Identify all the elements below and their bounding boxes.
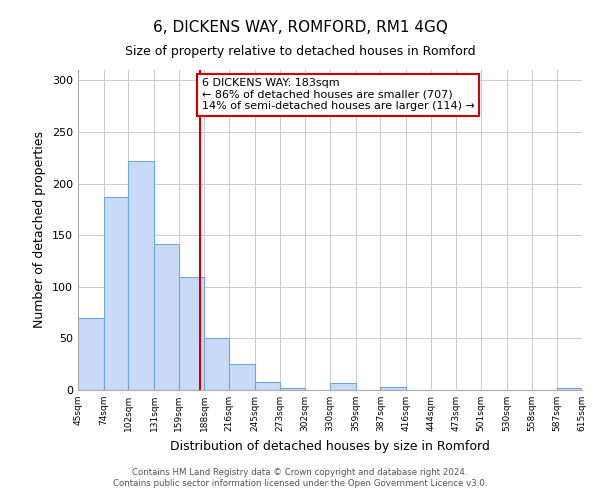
Text: 6, DICKENS WAY, ROMFORD, RM1 4GQ: 6, DICKENS WAY, ROMFORD, RM1 4GQ (152, 20, 448, 35)
Bar (78, 318, 104, 390)
Text: Contains HM Land Registry data © Crown copyright and database right 2024.
Contai: Contains HM Land Registry data © Crown c… (113, 468, 487, 487)
X-axis label: Distribution of detached houses by size in Romford: Distribution of detached houses by size … (170, 440, 490, 452)
Y-axis label: Number of detached properties: Number of detached properties (34, 132, 46, 328)
Bar (128, 161, 154, 390)
Text: 6 DICKENS WAY: 183sqm
← 86% of detached houses are smaller (707)
14% of semi-det: 6 DICKENS WAY: 183sqm ← 86% of detached … (202, 78, 475, 111)
Bar (557, 388, 582, 390)
Bar (154, 244, 179, 390)
Bar (205, 338, 229, 390)
Bar (380, 387, 406, 390)
Bar (104, 197, 128, 390)
Bar (330, 383, 356, 390)
Bar (255, 382, 280, 390)
Bar (179, 278, 205, 390)
Text: Size of property relative to detached houses in Romford: Size of property relative to detached ho… (125, 45, 475, 58)
Bar (280, 388, 305, 390)
Bar (229, 364, 255, 390)
